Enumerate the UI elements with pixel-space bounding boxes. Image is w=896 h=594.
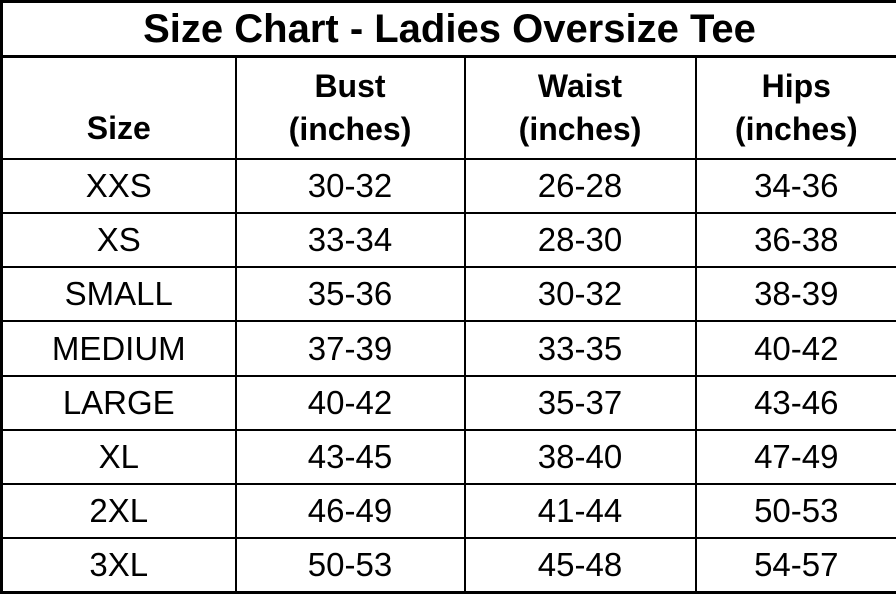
table-row-medium: MEDIUM 37-39 33-35 40-42 [0,320,896,377]
column-header-size-label: Size [86,110,151,147]
table-row-xxs: XXS 30-32 26-28 34-36 [0,158,896,215]
column-header-waist-unit: (inches) [518,111,642,148]
waist-cell: 35-37 [463,374,697,431]
hips-cell: 40-42 [694,320,896,377]
size-cell: 2XL [0,482,237,539]
waist-cell: 28-30 [463,212,697,269]
waist-cell: 26-28 [463,158,697,215]
hips-cell: 54-57 [694,536,896,594]
size-cell: SMALL [0,266,237,323]
waist-cell: 45-48 [463,536,697,594]
size-cell: 3XL [0,536,237,594]
hips-cell: 43-46 [694,374,896,431]
hips-cell: 47-49 [694,428,896,485]
hips-cell: 38-39 [694,266,896,323]
hips-cell: 34-36 [694,158,896,215]
size-cell: LARGE [0,374,237,431]
table-row-small: SMALL 35-36 30-32 38-39 [0,266,896,323]
table-row-large: LARGE 40-42 35-37 43-46 [0,374,896,431]
column-header-bust-label: Bust [314,67,386,104]
waist-cell: 38-40 [463,428,697,485]
table-row-3xl: 3XL 50-53 45-48 54-57 [0,536,896,594]
table-row-xs: XS 33-34 28-30 36-38 [0,212,896,269]
column-header-hips: Hips (inches) [694,55,896,161]
size-cell: XS [0,212,237,269]
bust-cell: 33-34 [234,212,466,269]
waist-cell: 41-44 [463,482,697,539]
bust-cell: 43-45 [234,428,466,485]
size-cell: XXS [0,158,237,215]
bust-cell: 40-42 [234,374,466,431]
hips-cell: 50-53 [694,482,896,539]
bust-cell: 30-32 [234,158,466,215]
bust-cell: 46-49 [234,482,466,539]
table-row-xl: XL 43-45 38-40 47-49 [0,428,896,485]
column-header-waist-label: Waist [537,67,623,104]
waist-cell: 30-32 [463,266,697,323]
size-cell: MEDIUM [0,320,237,377]
column-header-waist: Waist (inches) [463,55,697,161]
column-header-size: Size [0,55,237,161]
bust-cell: 50-53 [234,536,466,594]
column-header-bust-unit: (inches) [288,111,412,148]
table-row-2xl: 2XL 46-49 41-44 50-53 [0,482,896,539]
size-cell: XL [0,428,237,485]
bust-cell: 37-39 [234,320,466,377]
column-header-hips-unit: (inches) [734,111,858,148]
title-row: Size Chart - Ladies Oversize Tee [0,0,896,59]
header-row: Size Bust (inches) Waist (inches) Hips (… [0,55,896,161]
bust-cell: 35-36 [234,266,466,323]
column-header-bust: Bust (inches) [234,55,466,161]
chart-title: Size Chart - Ladies Oversize Tee [0,0,896,59]
column-header-hips-label: Hips [761,67,831,104]
hips-cell: 36-38 [694,212,896,269]
waist-cell: 33-35 [463,320,697,377]
